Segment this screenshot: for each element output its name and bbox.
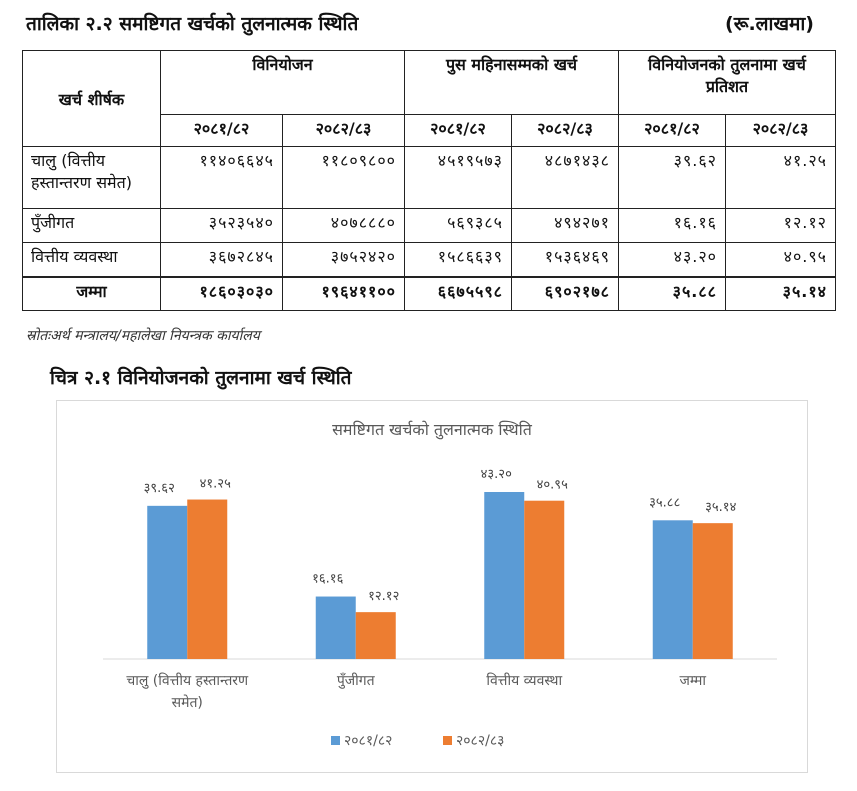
- cell-value: ३५.१४: [725, 275, 836, 311]
- table-row: चालु (वित्तीय हस्तान्तरण समेत) ११४०६६४५ …: [22, 146, 836, 209]
- cell-value: ३९.६२: [618, 146, 726, 209]
- chart-title: समष्टिगत खर्चको तुलनात्मक स्थिति: [332, 420, 533, 440]
- category-label: वित्तीय व्यवस्था: [486, 672, 562, 689]
- cell-value: ६६७५५९८: [404, 275, 512, 311]
- bar: [652, 520, 693, 659]
- row-label: पुँजीगत: [22, 208, 161, 243]
- cell-value: ६९०२१७८: [511, 275, 619, 311]
- cell-value: १९६४११००: [282, 275, 405, 311]
- cell-value: ४५१९५७३: [404, 146, 512, 209]
- cell-value: ३७५२४२०: [282, 242, 405, 277]
- cell-value: ४९४२७१: [511, 208, 619, 243]
- data-label: ३५.१४: [705, 500, 736, 515]
- legend-swatch: [443, 736, 452, 745]
- data-label: ३९.६२: [144, 481, 175, 496]
- header-year: २०८१/८२: [160, 114, 283, 147]
- row-label: वित्तीय व्यवस्था: [22, 242, 161, 277]
- bar-chart-svg: समष्टिगत खर्चको तुलनात्मक स्थिति ३९.६२ ४१.…: [103, 420, 777, 749]
- cell-value: ४१.२५: [725, 146, 836, 209]
- cell-value: ३६७२८४५: [160, 242, 283, 277]
- data-label: १२.१२: [368, 589, 399, 604]
- cell-value: १६.१६: [618, 208, 726, 243]
- bar-chart: समष्टिगत खर्चको तुलनात्मक स्थिति ३९.६२ ४१.…: [56, 400, 808, 773]
- row-label: जम्मा: [22, 275, 161, 311]
- bar: [147, 505, 188, 659]
- cell-value: ४०.९५: [725, 242, 836, 277]
- legend-label: २०८२/८३: [456, 733, 504, 749]
- table-title: तालिका २.२ समष्टिगत खर्चको तुलनात्मक स्थ…: [26, 10, 836, 38]
- cell-value: १५३६४६९: [511, 242, 619, 277]
- cell-value: ३५.८८: [618, 275, 726, 311]
- cell-value: ३५२३५४०: [160, 208, 283, 243]
- table-row-total: जम्मा १८६०३०३० १९६४११०० ६६७५५९८ ६९०२१७८ …: [22, 275, 836, 311]
- cell-value: ४८७१४३८: [511, 146, 619, 209]
- cell-value: १८६०३०३०: [160, 275, 283, 311]
- row-label: चालु (वित्तीय हस्तान्तरण समेत): [22, 146, 161, 209]
- cell-value: ११४०६६४५: [160, 146, 283, 209]
- expenditure-table: खर्च शीर्षक विनियोजन पुस महिनासम्मको खर्…: [22, 50, 836, 311]
- header-year: २०८२/८३: [511, 114, 619, 147]
- data-label: ४०.९५: [537, 478, 568, 493]
- header-year: २०८२/८३: [282, 114, 405, 147]
- cell-value: ५६९३८५: [404, 208, 512, 243]
- cell-value: ४०७८८८०: [282, 208, 405, 243]
- category-label: जम्मा: [679, 673, 706, 689]
- bar: [692, 523, 733, 659]
- cell-value: ४३.२०: [618, 242, 726, 277]
- header-year: २०८२/८३: [725, 114, 836, 147]
- data-label: ४३.२०: [481, 467, 512, 482]
- table-row: पुँजीगत ३५२३५४० ४०७८८८० ५६९३८५ ४९४२७१ १६…: [22, 208, 836, 243]
- category-label: चालु (वित्तीय हस्तान्तरण: [126, 672, 249, 689]
- figure-title: चित्र २.१ विनियोजनको तुलनामा खर्च स्थिति: [50, 367, 352, 389]
- table-source: स्रोतःअर्थ मन्त्रालय/महालेखा नियन्त्रक क…: [26, 328, 260, 344]
- bar: [524, 500, 565, 659]
- bar: [355, 612, 396, 659]
- header-group-allocation: विनियोजन: [160, 50, 405, 115]
- header-group-expenditure: पुस महिनासम्मको खर्च: [404, 50, 619, 115]
- data-label: १६.१६: [312, 572, 343, 587]
- table-title-text: तालिका २.२ समष्टिगत खर्चको तुलनात्मक स्थ…: [26, 13, 359, 35]
- legend-swatch: [331, 736, 340, 745]
- header-row-label: खर्च शीर्षक: [22, 50, 161, 147]
- cell-value: १२.१२: [725, 208, 836, 243]
- bar: [315, 596, 356, 659]
- category-label: पुँजीगत: [337, 672, 376, 689]
- table-row: वित्तीय व्यवस्था ३६७२८४५ ३७५२४२० १५८६६३९…: [22, 242, 836, 277]
- data-label: ४१.२५: [200, 477, 231, 492]
- data-label: ३५.८८: [649, 495, 680, 510]
- bar: [187, 499, 228, 659]
- bar: [484, 492, 525, 659]
- cell-value: ११८०९८००: [282, 146, 405, 209]
- table-unit: (रू.लाखमा): [725, 13, 814, 35]
- legend-label: २०८१/८२: [344, 733, 392, 749]
- category-label: समेत): [172, 694, 203, 711]
- header-group-percent: विनियोजनको तुलनामा खर्च प्रतिशत: [618, 50, 836, 115]
- header-year: २०८१/८२: [618, 114, 726, 147]
- header-year: २०८१/८२: [404, 114, 512, 147]
- cell-value: १५८६६३९: [404, 242, 512, 277]
